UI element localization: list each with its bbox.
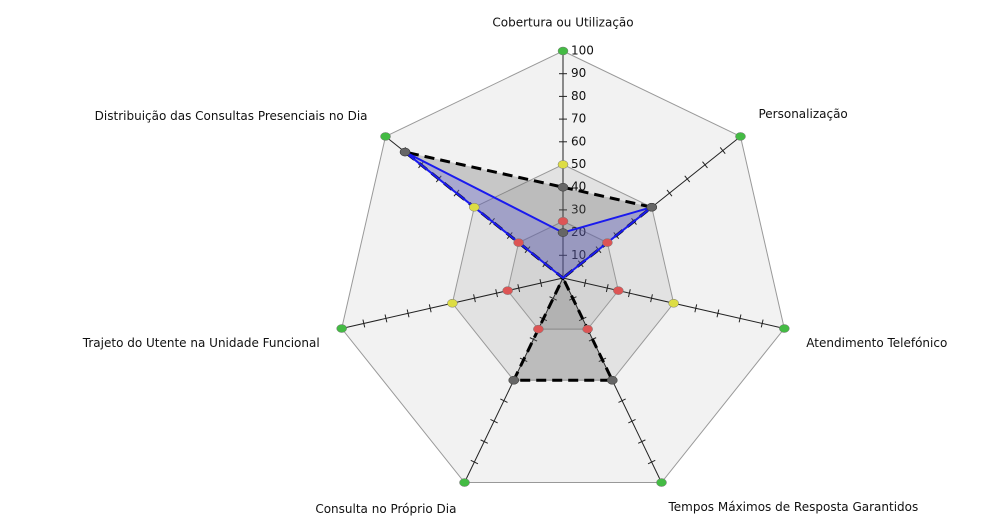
category-label: Consulta no Próprio Dia — [315, 502, 456, 516]
ring-dot — [513, 238, 524, 247]
tick-mark — [684, 175, 691, 183]
category-label: Tempos Máximos de Resposta Garantidos — [667, 500, 918, 514]
category-label: Cobertura ou Utilização — [492, 16, 633, 30]
tick-mark — [529, 337, 538, 342]
series-dot — [557, 228, 569, 237]
tick-label: 90 — [571, 66, 586, 80]
tick-mark — [716, 309, 720, 318]
tick-mark — [500, 398, 508, 403]
tick-mark — [647, 459, 656, 465]
ring-dot — [380, 132, 391, 141]
category-label: Personalização — [758, 107, 847, 121]
series-dot — [508, 376, 520, 385]
tick-mark — [480, 439, 489, 444]
tick-mark — [719, 147, 726, 155]
ring-dot — [613, 286, 624, 295]
category-label: Trajeto do Utente na Unidade Funcional — [82, 336, 320, 350]
ring-dot — [656, 478, 667, 487]
tick-label: 50 — [571, 157, 586, 171]
tick-mark — [384, 314, 388, 323]
ring-dot — [557, 217, 569, 226]
category-label: Atendimento Telefónico — [806, 336, 947, 350]
tick-label: 70 — [571, 112, 586, 126]
ring-dot — [557, 160, 569, 169]
tick-mark — [628, 418, 636, 424]
series-area — [404, 151, 653, 280]
tick-mark — [539, 279, 543, 288]
tick-mark — [628, 289, 631, 298]
ring-dot — [447, 299, 458, 308]
series-dot — [606, 376, 618, 385]
tick-mark — [694, 304, 698, 313]
tick-mark — [605, 284, 609, 293]
tick-mark — [362, 319, 366, 328]
tick-mark — [549, 296, 557, 301]
ring-dot — [735, 132, 746, 141]
ring-dot — [668, 299, 679, 308]
tick-mark — [406, 309, 410, 318]
tick-label: 100 — [571, 44, 594, 58]
ring-dot — [469, 202, 480, 212]
series-area — [404, 150, 656, 382]
tick-mark — [702, 161, 708, 169]
ring-dot — [602, 238, 613, 247]
ring-dot — [557, 46, 569, 56]
tick-mark — [473, 294, 476, 303]
tick-mark — [428, 304, 432, 313]
ring-dot — [582, 324, 593, 334]
ring-dot — [336, 324, 347, 333]
series-dot — [646, 202, 657, 212]
series-dot — [399, 147, 411, 157]
ring-dot — [533, 324, 544, 334]
tick-mark — [517, 284, 521, 293]
ring-dot — [779, 324, 790, 333]
ring-dot — [502, 286, 513, 295]
category-label: Distribuição das Consultas Presenciais n… — [95, 109, 368, 123]
tick-label: 30 — [571, 202, 586, 216]
tick-mark — [618, 398, 626, 403]
ring-dot — [459, 478, 470, 487]
tick-label: 80 — [571, 89, 586, 103]
tick-label: 10 — [571, 248, 586, 262]
tick-label: 60 — [571, 134, 586, 148]
tick-mark — [760, 319, 764, 328]
tick-mark — [490, 418, 498, 424]
tick-mark — [583, 279, 587, 288]
tick-mark — [650, 294, 653, 303]
tick-mark — [470, 459, 479, 465]
tick-mark — [495, 289, 498, 298]
series-dot — [557, 182, 569, 192]
tick-mark — [637, 439, 646, 444]
tick-mark — [738, 314, 742, 323]
tick-mark — [666, 189, 673, 197]
